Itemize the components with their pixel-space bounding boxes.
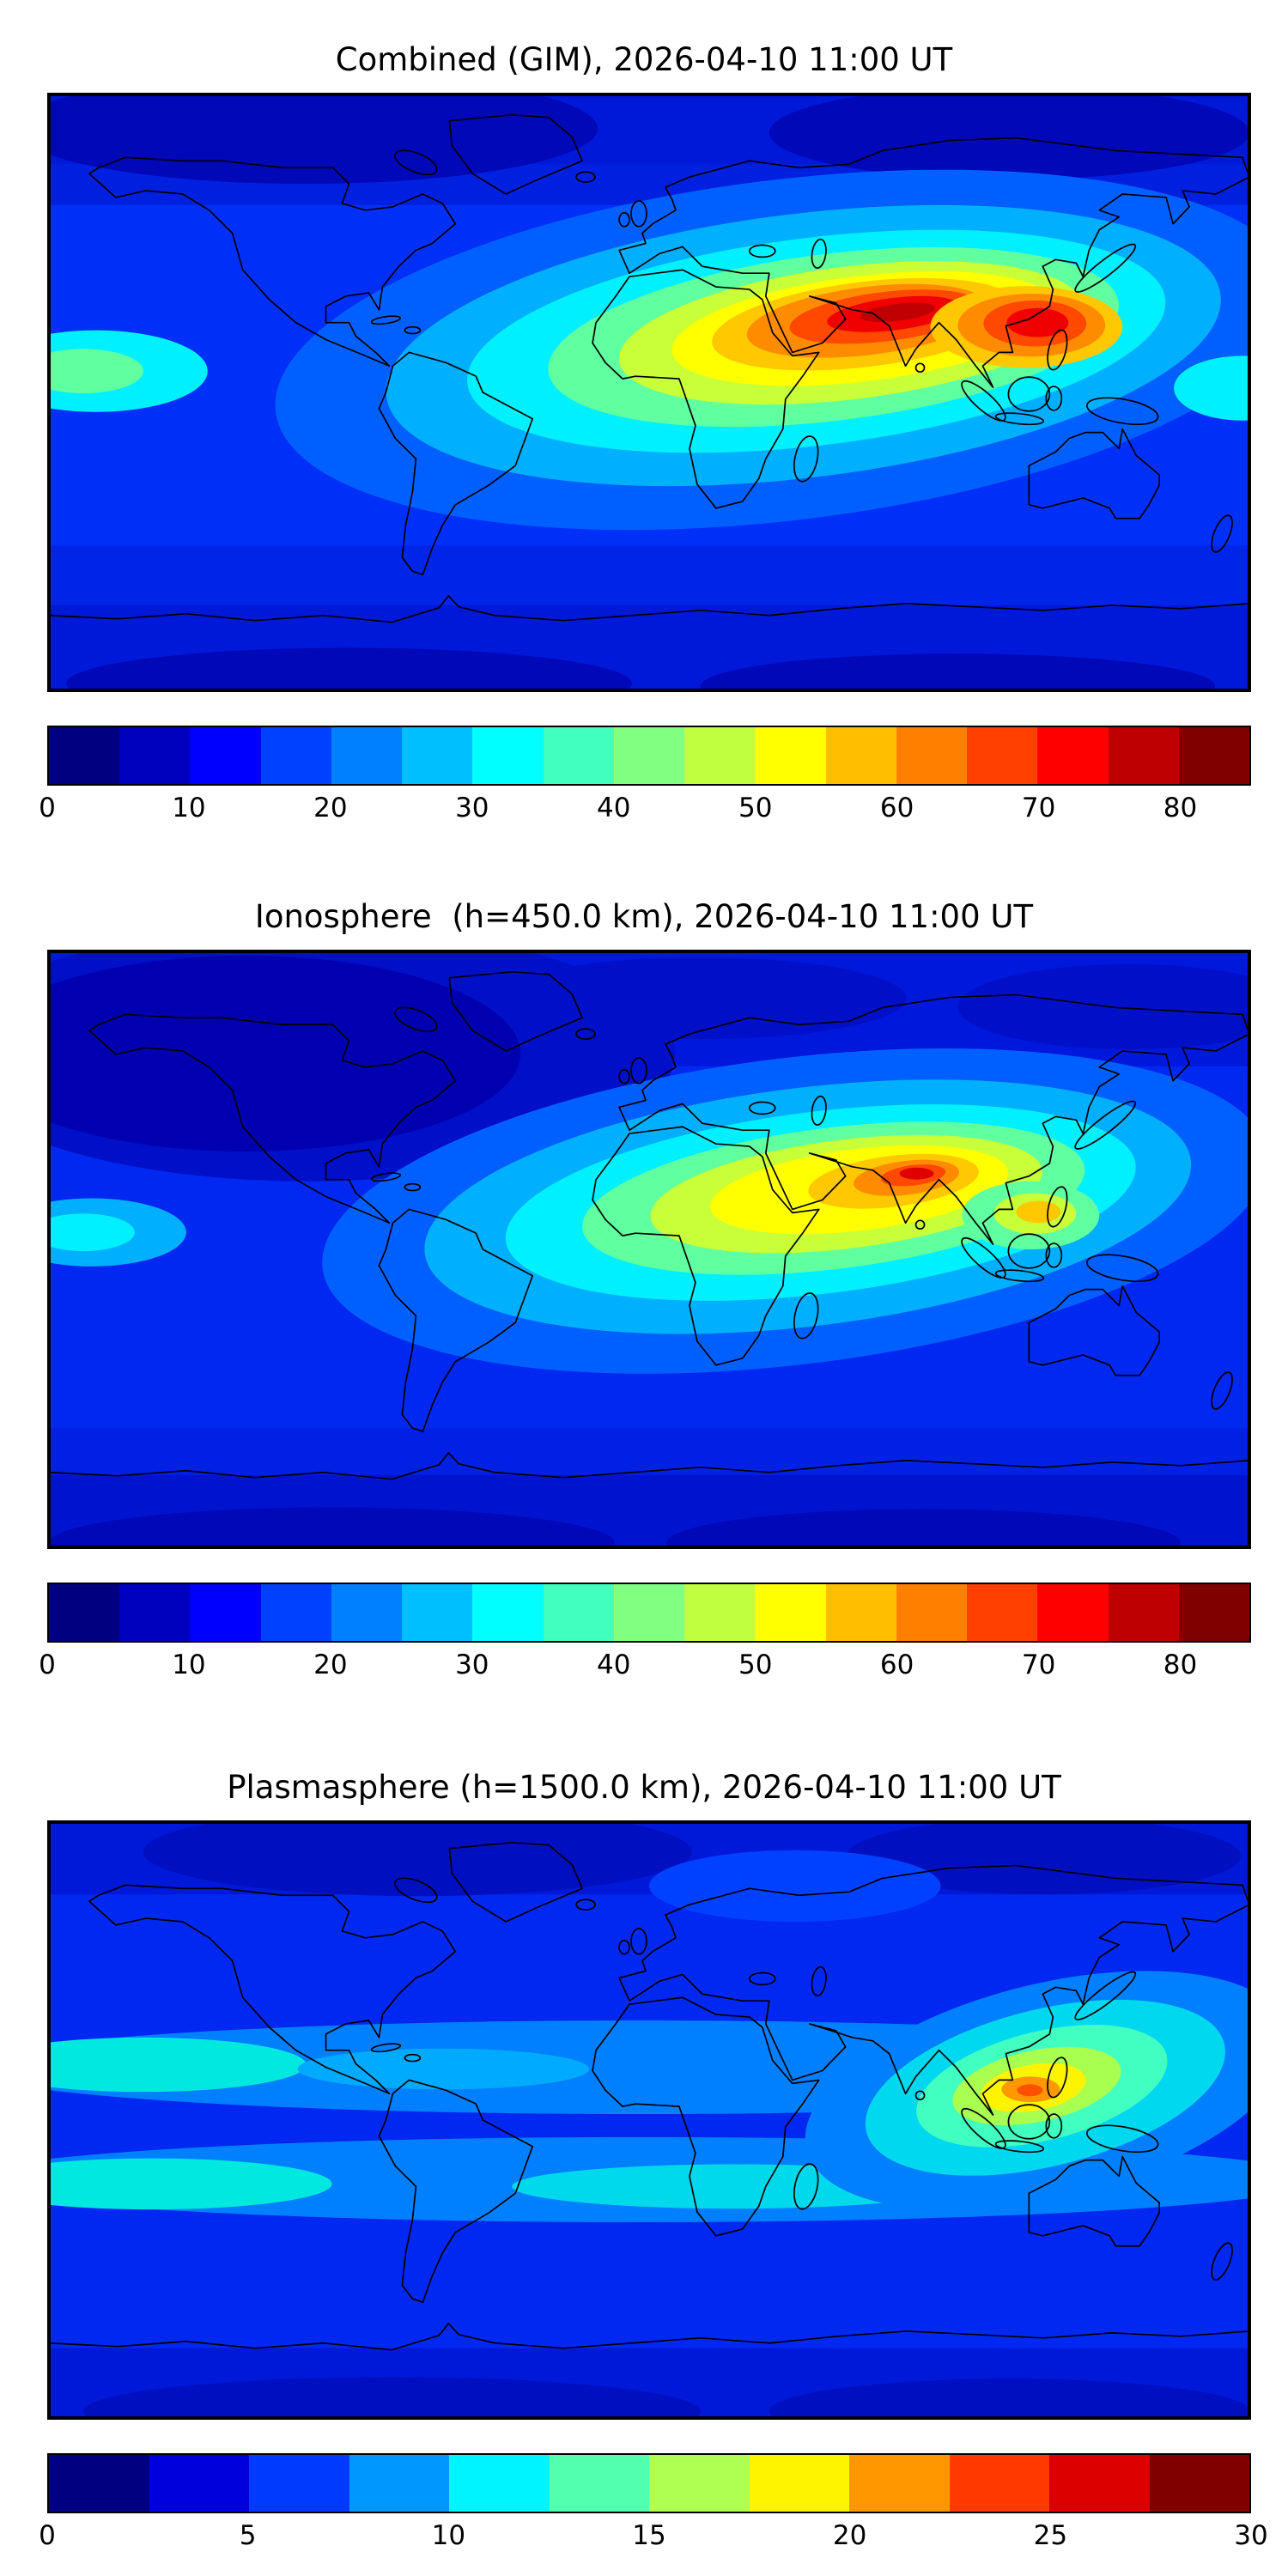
colorbar-combined [47, 726, 1251, 786]
tick-label: 50 [738, 1649, 773, 1680]
colorbar-segment [331, 1584, 403, 1641]
colorbar-segment [649, 2455, 750, 2512]
map-frame [49, 1822, 1249, 2418]
map-combined-gim [47, 93, 1251, 692]
tick-label: 20 [313, 793, 348, 823]
colorbar-segment [49, 2455, 149, 2512]
colorbar-segment [260, 727, 331, 784]
colorbar-segment [1178, 727, 1249, 784]
panel-title-plasmasphere: Plasmasphere (h=1500.0 km), 2026-04-10 1… [227, 1769, 1061, 1806]
contour-fills-combined [49, 94, 1249, 690]
world-map-svg-combined [47, 93, 1251, 692]
colorbar-segment [613, 727, 685, 784]
colorbar-segment [825, 1584, 896, 1641]
tick-label: 10 [172, 793, 206, 823]
colorbar-segment [249, 2455, 349, 2512]
colorbar-segment [1037, 727, 1109, 784]
tick-label: 70 [1021, 1649, 1056, 1680]
tick-label: 10 [172, 1649, 206, 1680]
tick-label: 5 [239, 2520, 257, 2551]
panel-title-ionosphere: Ionosphere (h=450.0 km), 2026-04-10 11:0… [254, 898, 1034, 935]
map-frame [49, 951, 1249, 1547]
panel-combined-gim: Combined (GIM), 2026-04-10 11:00 UT [0, 41, 1288, 825]
map-ionosphere [47, 950, 1251, 1549]
contour-fills-plasmasphere [49, 1822, 1249, 2418]
colorbar-plasmasphere [47, 2453, 1251, 2513]
colorbar-segment [472, 727, 544, 784]
colorbar-segment [1108, 727, 1179, 784]
colorbar-segment [402, 727, 473, 784]
colorbar-segment [260, 1584, 331, 1641]
tec-east-asia-peak [1006, 307, 1069, 337]
colorbar-segment [684, 727, 756, 784]
colorbar-segment [684, 1584, 756, 1641]
colorbar-tick-labels-ionosphere: 0 10 20 30 40 50 60 70 80 [39, 1643, 1251, 1682]
colorbar-segment [896, 727, 968, 784]
tick-label: 20 [313, 1649, 348, 1680]
tick-label: 15 [632, 2520, 666, 2551]
tick-label: 0 [39, 1649, 56, 1680]
tick-label: 10 [431, 2520, 466, 2551]
panel-plasmasphere: Plasmasphere (h=1500.0 km), 2026-04-10 1… [0, 1769, 1288, 2553]
world-map-svg-plasmasphere [47, 1820, 1251, 2420]
colorbar-segment [549, 2455, 649, 2512]
colorbar-segment [543, 1584, 614, 1641]
colorbar-segment [49, 727, 120, 784]
colorbar-segment [1037, 1584, 1109, 1641]
tick-label: 0 [39, 793, 56, 823]
colorbar-segment [119, 727, 191, 784]
world-map-svg-ionosphere [47, 950, 1251, 1549]
colorbar-segment [349, 2455, 449, 2512]
colorbar-segment [849, 2455, 950, 2512]
colorbar-segment [613, 1584, 685, 1641]
tick-label: 80 [1163, 1649, 1198, 1680]
colorbar-segment [1149, 2455, 1249, 2512]
colorbar-segment [967, 727, 1038, 784]
colorbar-segment [449, 2455, 550, 2512]
tick-label: 40 [597, 793, 631, 823]
colorbar-segment [543, 727, 614, 784]
contour-fills-ionosphere [49, 951, 1249, 1547]
colorbar-segment [1178, 1584, 1249, 1641]
tick-label: 20 [832, 2520, 867, 2551]
colorbar-segment [331, 727, 403, 784]
tick-label: 70 [1021, 793, 1056, 823]
tick-label: 25 [1033, 2520, 1068, 2551]
colorbar-segment [149, 2455, 249, 2512]
panel-ionosphere: Ionosphere (h=450.0 km), 2026-04-10 11:0… [0, 898, 1288, 1682]
tick-label: 80 [1163, 793, 1198, 823]
colorbar-segment [896, 1584, 968, 1641]
colorbar-segment [825, 727, 896, 784]
map-frame [49, 94, 1249, 690]
colorbar-segment [119, 1584, 191, 1641]
tec-ionosphere-peak [899, 1167, 934, 1180]
colorbar-segment [190, 727, 261, 784]
colorbar-segment [755, 727, 826, 784]
tick-label: 30 [1234, 2520, 1268, 2551]
panel-title-combined: Combined (GIM), 2026-04-10 11:00 UT [335, 41, 953, 78]
tick-label: 60 [879, 1649, 914, 1680]
colorbar-ionosphere [47, 1583, 1251, 1643]
colorbar-segment [1049, 2455, 1150, 2512]
colorbar-segment [49, 1584, 120, 1641]
colorbar-segment [402, 1584, 473, 1641]
colorbar-segment [472, 1584, 544, 1641]
tick-label: 30 [455, 1649, 489, 1680]
colorbar-segment [749, 2455, 849, 2512]
tick-label: 40 [597, 1649, 631, 1680]
colorbar-segment [1108, 1584, 1179, 1641]
colorbar-segment [190, 1584, 261, 1641]
colorbar-segment [967, 1584, 1038, 1641]
tick-label: 0 [39, 2520, 56, 2551]
colorbar-segment [755, 1584, 826, 1641]
colorbar-segment [949, 2455, 1049, 2512]
tick-label: 30 [455, 793, 489, 823]
colorbar-tick-labels-combined: 0 10 20 30 40 50 60 70 80 [39, 786, 1251, 825]
map-plasmasphere [47, 1820, 1251, 2420]
tick-label: 60 [879, 793, 914, 823]
tick-label: 50 [738, 793, 773, 823]
colorbar-tick-labels-plasmasphere: 0 5 10 15 20 25 30 [39, 2513, 1268, 2553]
